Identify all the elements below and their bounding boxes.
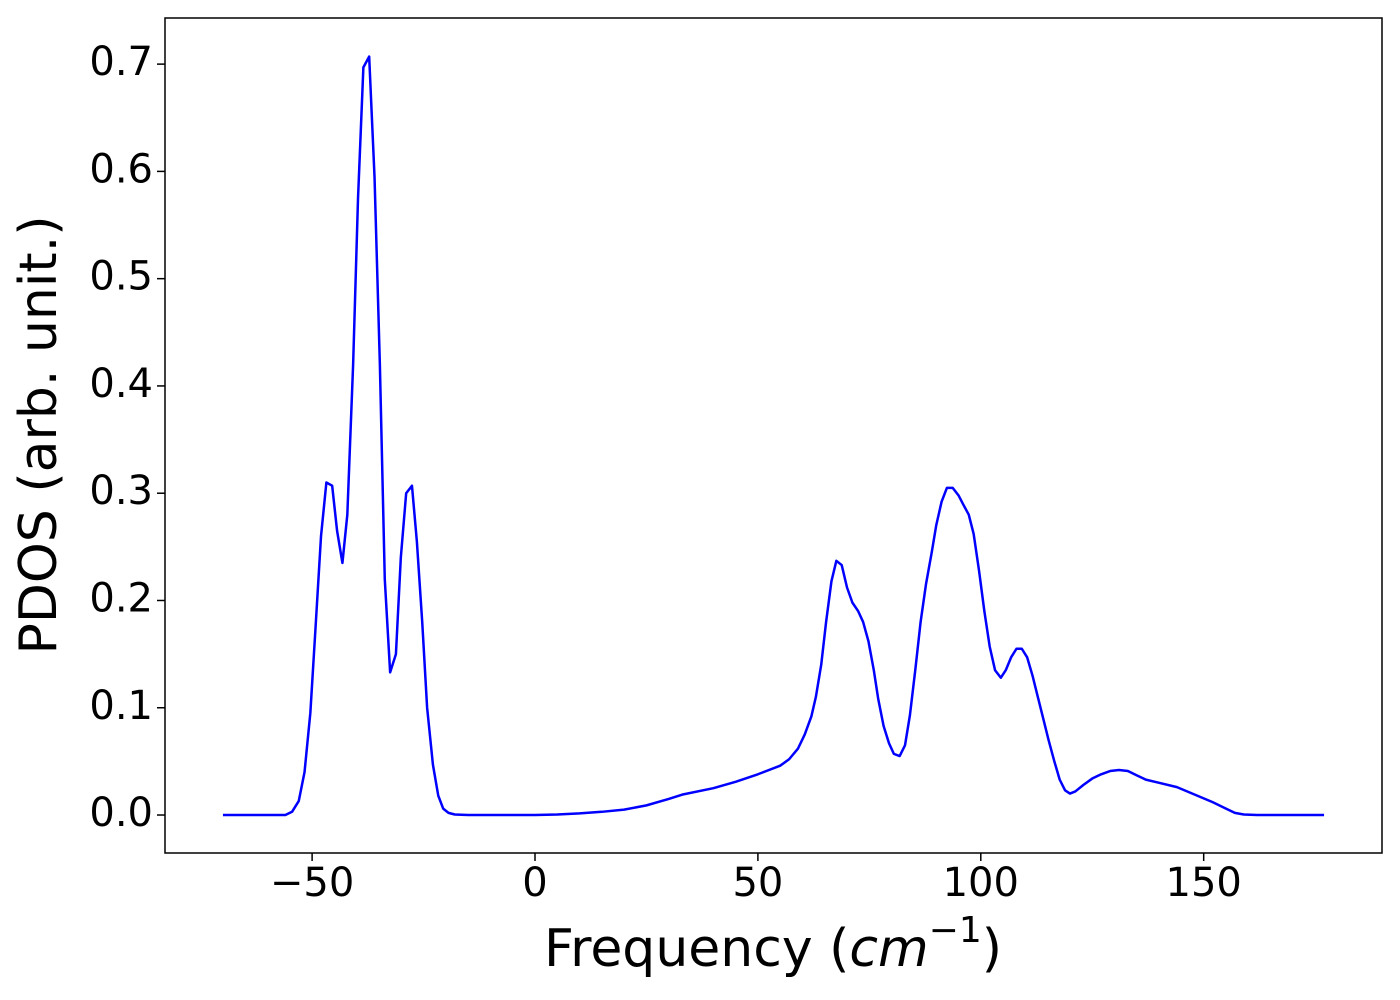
x-label-part: Frequency ( [544, 919, 849, 979]
x-label-part: cm [849, 919, 928, 979]
line-series [222, 55, 1325, 817]
y-tick-label: 0.7 [89, 39, 153, 85]
y-tick-label: 0.6 [89, 146, 153, 192]
y-tick-label: 0.4 [89, 361, 153, 407]
y-tick-label: 0.1 [89, 683, 153, 729]
y-tick-label: 0.0 [89, 790, 153, 836]
x-tick-label: 150 [1166, 860, 1242, 906]
y-tick-label: 0.3 [89, 468, 153, 514]
y-axis-label: PDOS (arb. unit.) [9, 215, 69, 654]
x-axis-label: Frequency (cm−1) [544, 910, 1002, 979]
x-tick-label: 0 [522, 860, 547, 906]
y-tick-label: 0.2 [89, 575, 153, 621]
plot-frame [164, 17, 1383, 854]
x-label-part: −1 [929, 910, 982, 951]
x-tick-label: 100 [943, 860, 1019, 906]
x-tick-label: 50 [732, 860, 783, 906]
x-tick-label: −50 [270, 860, 354, 906]
x-label-part: ) [982, 919, 1002, 979]
y-tick-label: 0.5 [89, 254, 153, 300]
